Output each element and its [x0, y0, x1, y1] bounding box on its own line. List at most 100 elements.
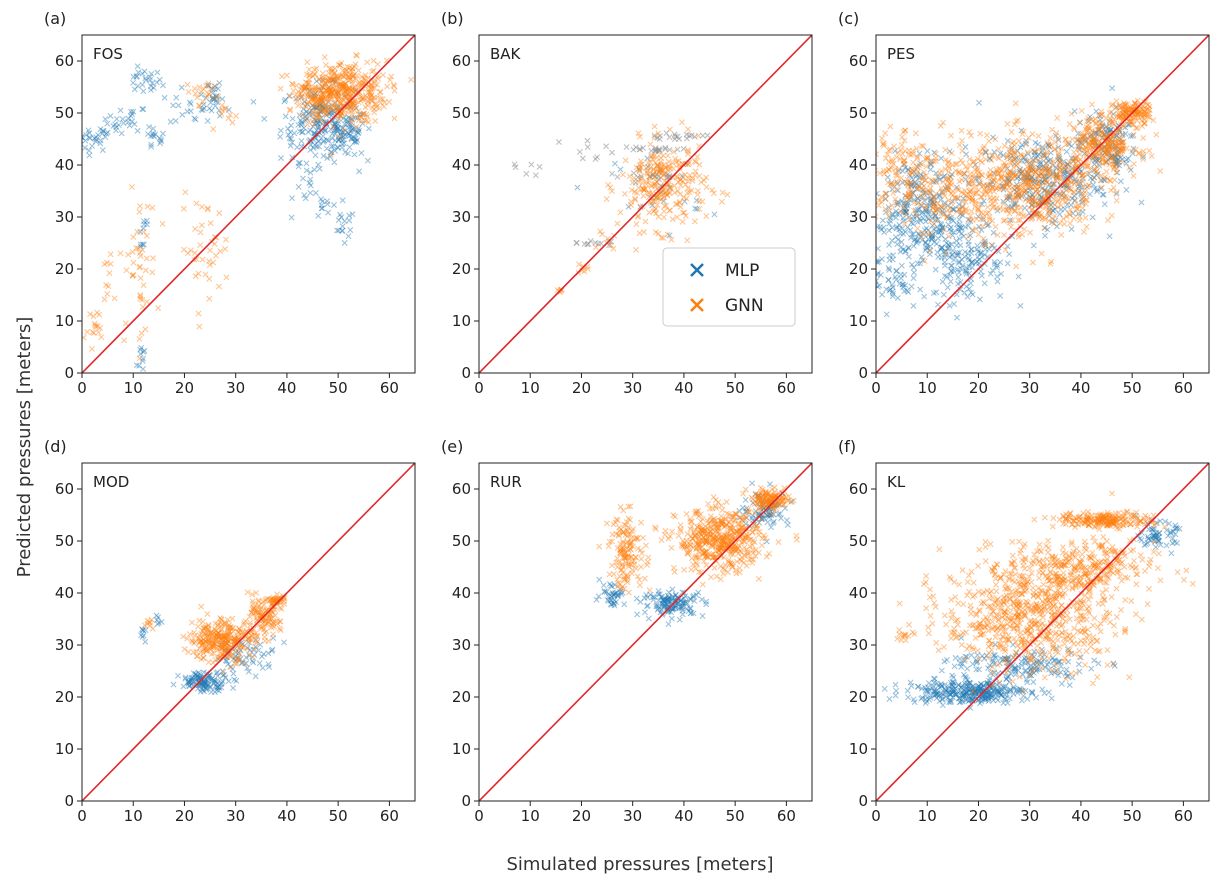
point-gnn [1087, 142, 1094, 149]
point-mlp [932, 228, 939, 235]
point-gnn [694, 187, 701, 194]
point-mlp [1105, 125, 1112, 132]
point-mlp [299, 129, 306, 136]
point-mlp [1061, 206, 1068, 213]
point-gnn [1130, 107, 1137, 114]
point-gnn [718, 538, 725, 545]
point-gnn [1073, 156, 1080, 163]
point-gnn [1061, 220, 1068, 227]
point-gnn [1110, 184, 1117, 191]
point-gnn [667, 184, 674, 191]
point-mlp [937, 228, 944, 235]
point-mlp [307, 182, 314, 189]
point-mlp [219, 672, 226, 679]
point-mlp [297, 117, 304, 124]
point-mlp [770, 505, 777, 512]
point-gnn [605, 181, 612, 188]
point-mlp [955, 201, 962, 208]
point-mlp [222, 657, 229, 664]
point-gnn [219, 644, 226, 651]
point-gnn [1059, 187, 1066, 194]
point-gnn [928, 230, 935, 237]
point-gnn [221, 105, 228, 112]
point-gnn [646, 177, 653, 184]
point-gnn [1051, 196, 1057, 203]
point-mlp [1017, 144, 1024, 151]
point-gnn [84, 328, 91, 335]
point-gnn [1043, 199, 1050, 206]
point-gnn [940, 119, 947, 126]
point-gnn [1079, 134, 1086, 141]
point-gnn [993, 166, 1000, 173]
point-gnn [723, 499, 730, 506]
point-gnn [1084, 148, 1091, 155]
point-gnn [271, 598, 278, 605]
point-mlp [1117, 178, 1124, 185]
point-mlp [324, 136, 330, 143]
point-gnn [159, 220, 166, 227]
point-gnn [387, 76, 394, 83]
point-gnn [749, 542, 756, 549]
point-gnn [703, 548, 710, 555]
point-mlp [665, 603, 672, 610]
point-mlp [596, 576, 603, 583]
point-mlp [1028, 213, 1035, 220]
point-gnn [351, 107, 358, 114]
point-mlp [1050, 181, 1057, 188]
point-gnn [980, 241, 987, 248]
point-gnn [880, 167, 887, 174]
point-gnn [907, 151, 914, 158]
point-gnn [1111, 164, 1118, 170]
point-gnn [1112, 104, 1119, 111]
point-gnn [704, 517, 711, 524]
point-gnn [349, 73, 356, 80]
point-mlp [679, 599, 686, 606]
point-gnn [685, 175, 692, 182]
point-mlp [1114, 151, 1121, 158]
point-gnn [699, 529, 706, 536]
point-mlp [897, 230, 904, 237]
point-mlp [951, 300, 958, 307]
point-gnn [666, 207, 673, 214]
point-mlp [924, 244, 931, 251]
point-mlp [633, 595, 640, 602]
point-gnn [1036, 210, 1043, 217]
point-gnn [721, 531, 728, 538]
point-gnn [225, 628, 232, 634]
point-gnn [101, 296, 108, 303]
point-mlp [345, 124, 352, 131]
point-gnn [914, 169, 921, 175]
point-gnn [989, 185, 996, 192]
point-mlp [313, 143, 320, 150]
point-mlp [932, 212, 939, 219]
point-gnn [911, 199, 918, 206]
point-gnn [708, 542, 714, 549]
point-gnn [308, 96, 315, 103]
point-mlp [1095, 126, 1102, 133]
point-gnn [365, 98, 372, 105]
point-gnn [632, 195, 639, 202]
point-mlp [870, 200, 875, 205]
point-gnn [665, 535, 672, 542]
point-gnn [752, 547, 759, 554]
point-gnn [345, 74, 352, 81]
point-mlp [928, 161, 935, 168]
point-gnn [200, 646, 207, 653]
point-gnn [305, 80, 312, 87]
point-gray [656, 136, 663, 142]
point-gnn [717, 535, 724, 542]
point-mlp [948, 262, 955, 269]
point-gnn [359, 94, 366, 101]
point-gnn [986, 170, 993, 177]
point-mlp [975, 248, 982, 255]
point-mlp [352, 135, 359, 142]
point-gnn [255, 603, 262, 610]
point-mlp [903, 209, 910, 216]
point-gnn [277, 85, 284, 92]
point-mlp [212, 682, 219, 689]
point-gnn [1024, 163, 1031, 170]
point-gnn [1003, 180, 1010, 186]
point-gnn [1054, 115, 1061, 121]
point-gnn [307, 72, 314, 79]
point-gnn [301, 86, 308, 93]
